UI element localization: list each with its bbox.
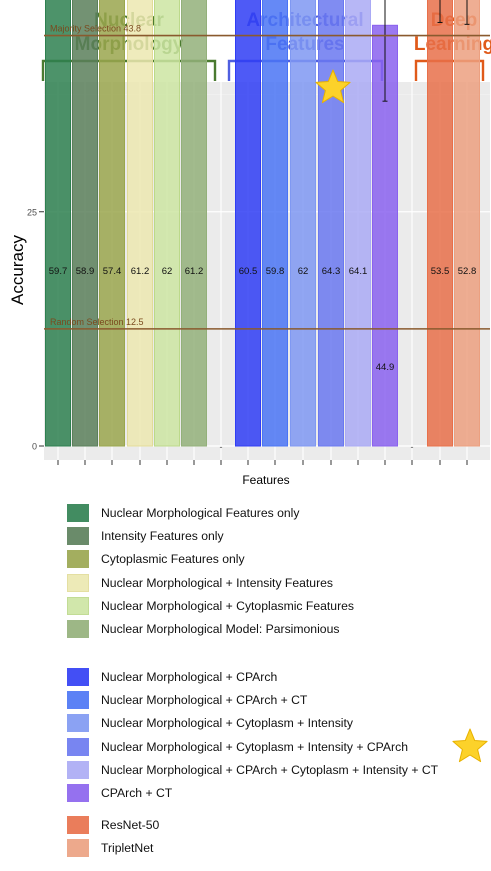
legend-star-icon	[452, 728, 488, 763]
legend-item: Nuclear Morphological + CPArch + Cytopla…	[67, 759, 487, 781]
legend-item: Nuclear Morphological + Cytoplasm + Inte…	[67, 712, 487, 734]
bar	[154, 0, 180, 447]
legend-swatch	[67, 668, 89, 686]
legend-label: Nuclear Morphological + CPArch	[101, 670, 278, 684]
legend-label: Nuclear Morphological Model: Parsimoniou…	[101, 622, 340, 636]
legend-swatch	[67, 839, 89, 858]
bar	[290, 0, 316, 447]
bar	[345, 0, 371, 447]
bar-data-label: 44.9	[376, 362, 395, 373]
legend-label: CPArch + CT	[101, 786, 173, 800]
y-tick-label: 0	[32, 442, 37, 452]
legend-swatch	[67, 760, 89, 779]
legend-item: TripletNet	[67, 837, 487, 859]
legend-item: Nuclear Morphological + Intensity Featur…	[67, 572, 487, 594]
legend-item: ResNet-50	[67, 814, 487, 836]
bar-data-label: 61.2	[185, 266, 204, 277]
bar-data-label: 62	[162, 266, 173, 277]
bar-data-label: 59.7	[49, 266, 68, 277]
bar	[45, 0, 71, 447]
bar-data-label: 64.1	[349, 266, 368, 277]
bars	[45, 0, 480, 447]
legend-swatch	[67, 714, 89, 733]
legend-swatch	[67, 504, 89, 522]
legend-label: Nuclear Morphological + Cytoplasm + Inte…	[101, 716, 353, 731]
legend-swatch	[67, 737, 89, 756]
bar	[127, 0, 153, 447]
star-icon	[315, 69, 351, 104]
x-tick-label: -	[220, 442, 223, 452]
legend-swatch	[67, 527, 89, 546]
star-icon	[452, 728, 488, 763]
bar-data-label: 60.5	[239, 266, 258, 277]
legend-item: Nuclear Morphological Features only	[67, 502, 487, 524]
bar	[318, 0, 344, 447]
legend-label: Nuclear Morphological + Intensity Featur…	[101, 575, 334, 590]
reference-lines: Majority Selection 43.8 Random Selection …	[44, 24, 490, 330]
legend-item: Cytoplasmic Features only	[67, 548, 487, 570]
legend-label: Nuclear Morphological Features only	[101, 506, 300, 520]
legend-item: CPArch + CT	[67, 782, 487, 804]
legend-label: Intensity Features only	[101, 529, 224, 544]
data-labels: 59.7 58.9 57.4 61.2 62 61.2 60.5 59.8 62 64.3 64.1…	[49, 266, 477, 373]
highlight-star-icon	[315, 69, 351, 104]
legend-label: Nuclear Morphological + CPArch + CT	[101, 693, 308, 708]
bar-data-label: 57.4	[103, 266, 122, 277]
bar-data-label: 59.8	[266, 266, 285, 277]
legend-swatch	[67, 784, 89, 802]
bar	[181, 0, 207, 447]
legend-item: Intensity Features only	[67, 525, 487, 547]
legend-swatch	[67, 816, 89, 834]
legend-label: Cytoplasmic Features only	[101, 552, 245, 567]
bar	[427, 0, 453, 447]
legend-label: TripletNet	[101, 841, 154, 856]
bar-data-label: 58.9	[76, 266, 95, 277]
bar-data-label: 53.5	[431, 266, 450, 277]
legend-label: Nuclear Morphological + Cytoplasmic Feat…	[101, 598, 354, 613]
bar-data-label: 62	[298, 266, 309, 277]
legend-label: Nuclear Morphological + Cytoplasm + Inte…	[101, 739, 408, 754]
legend-swatch	[67, 573, 89, 592]
bar-data-label: 61.2	[131, 266, 150, 277]
bar-data-label: 52.8	[458, 266, 477, 277]
bar	[454, 0, 480, 447]
legend-swatch	[67, 691, 89, 710]
legend-item: Nuclear Morphological Model: Parsimoniou…	[67, 618, 487, 640]
legend-swatch	[67, 620, 89, 638]
legend-item: Nuclear Morphological + CPArch + CT	[67, 689, 487, 711]
legend-swatch	[67, 550, 89, 569]
legend-label: Nuclear Morphological + CPArch + Cytopla…	[101, 762, 439, 777]
reference-line-label: Majority Selection 43.8	[50, 24, 141, 34]
y-axis-label: Accuracy	[8, 235, 27, 305]
x-tick-label: -	[411, 442, 414, 452]
legend-label: ResNet-50	[101, 818, 160, 832]
bar	[99, 0, 125, 447]
legend-item: Nuclear Morphological + Cytoplasmic Feat…	[67, 595, 487, 617]
axes: Accuracy Features 0255075--	[8, 207, 468, 487]
reference-line-label: Random Selection 12.5	[50, 317, 144, 327]
legend-swatch	[67, 596, 89, 615]
bar	[235, 0, 261, 447]
y-tick-label: 25	[27, 207, 37, 217]
x-axis-label: Features	[242, 473, 289, 487]
bar-data-label: 64.3	[322, 266, 341, 277]
legend-item: Nuclear Morphological + CPArch	[67, 666, 487, 688]
legend-item: Nuclear Morphological + Cytoplasm + Inte…	[67, 736, 487, 758]
bar	[262, 0, 288, 447]
bar	[72, 0, 98, 447]
